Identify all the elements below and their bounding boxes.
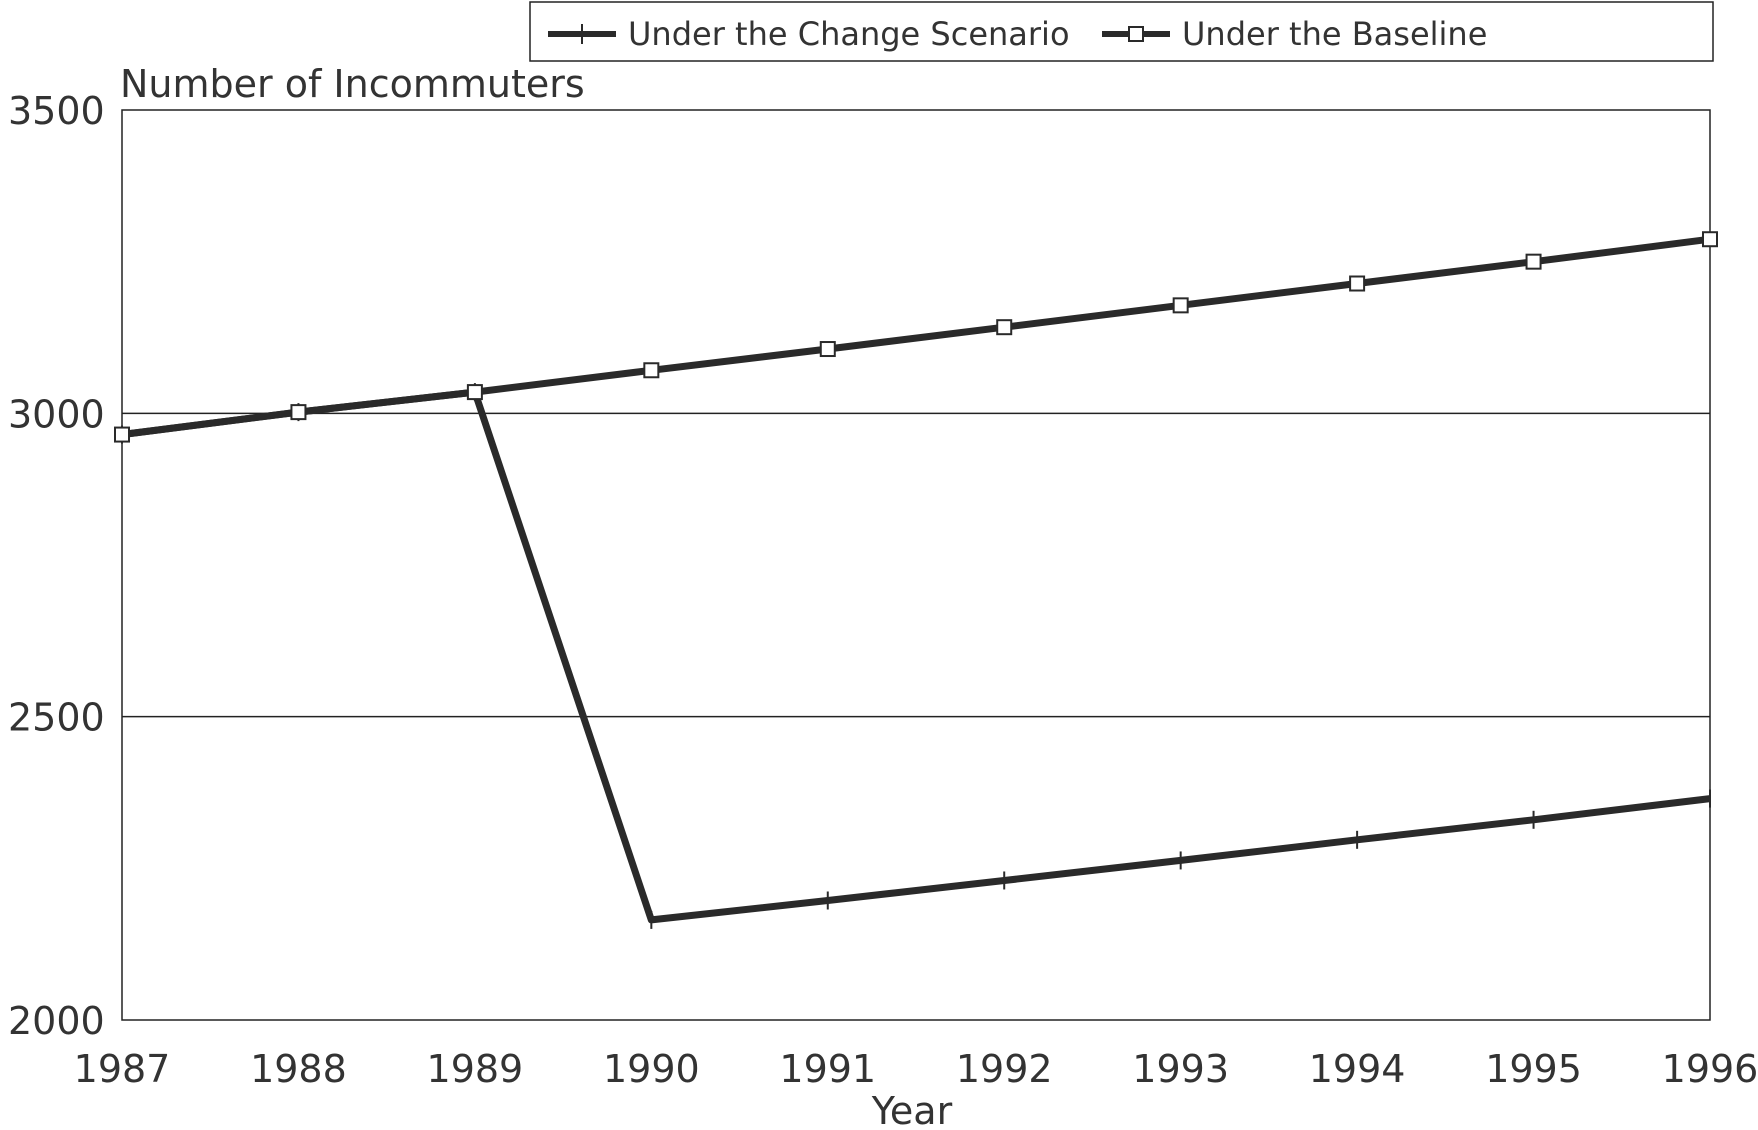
y-tick-label: 2500 <box>8 696 105 740</box>
y-tick-label: 2000 <box>8 999 105 1043</box>
baseline-point <box>1702 231 1718 248</box>
legend-marker-square <box>1128 26 1144 42</box>
plot-frame <box>121 109 1711 1021</box>
x-tick-label: 1987 <box>74 1047 171 1091</box>
x-tick-label: 1992 <box>956 1047 1053 1091</box>
baseline-point <box>466 384 483 401</box>
baseline-point <box>1172 297 1189 314</box>
x-tick-label: 1993 <box>1132 1047 1229 1091</box>
legend-label-change: Under the Change Scenario <box>628 15 1070 53</box>
series-line-change-scenario <box>121 388 1711 924</box>
series-lines <box>121 235 1711 924</box>
baseline-point <box>819 341 836 358</box>
x-tick-label: 1988 <box>250 1047 347 1091</box>
series-markers <box>114 231 1718 929</box>
baseline-point <box>1349 275 1366 292</box>
legend: Under the Change Scenario Under the Base… <box>529 1 1714 62</box>
x-tick-label: 1995 <box>1485 1047 1582 1091</box>
y-tick-label: 3500 <box>8 89 105 133</box>
baseline-point <box>643 362 660 379</box>
y-axis-title: Number of Incommuters <box>120 62 585 106</box>
baseline-point <box>1525 253 1542 270</box>
baseline-point <box>290 404 307 421</box>
x-axis-title: Year <box>871 1089 953 1130</box>
legend-label-baseline: Under the Baseline <box>1182 15 1487 53</box>
y-tick-label: 3000 <box>8 392 105 436</box>
x-tick-label: 1996 <box>1662 1047 1758 1091</box>
y-tick-labels: 2000 2500 3000 3500 <box>8 89 105 1043</box>
x-tick-label: 1990 <box>603 1047 700 1091</box>
x-tick-label: 1989 <box>427 1047 524 1091</box>
baseline-point <box>114 426 130 443</box>
x-tick-label: 1991 <box>779 1047 876 1091</box>
series-line-baseline <box>121 235 1711 439</box>
x-tick-labels: 1987 1988 1989 1990 1991 1992 1993 1994 1995 1996 <box>74 1047 1758 1091</box>
baseline-point <box>996 319 1013 336</box>
gridlines <box>122 412 1710 718</box>
x-tick-label: 1994 <box>1309 1047 1406 1091</box>
